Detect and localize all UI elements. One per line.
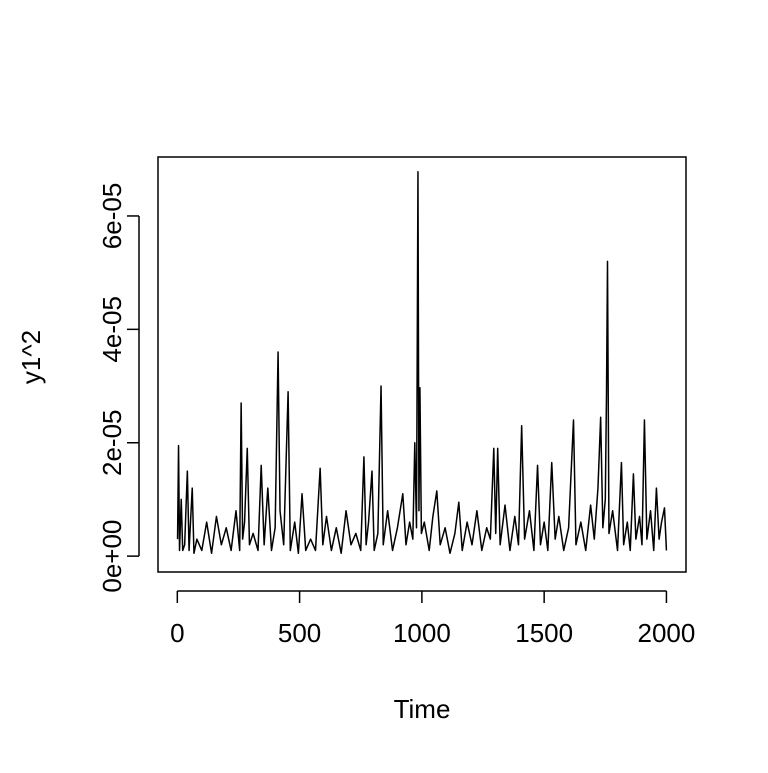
y-tick-label: 0e+00 [97, 520, 127, 593]
series-line [176, 170, 668, 555]
x-tick-label: 1000 [393, 618, 451, 648]
y-axis-label: y1^2 [16, 330, 46, 384]
y-tick-label: 4e-05 [97, 296, 127, 363]
x-tick-label: 0 [170, 618, 184, 648]
y-tick-label: 2e-05 [97, 409, 127, 476]
x-tick-label: 1500 [515, 618, 573, 648]
y-tick-label: 6e-05 [97, 183, 127, 250]
x-tick-label: 500 [278, 618, 321, 648]
plot-frame [157, 156, 687, 573]
x-tick-label: 2000 [638, 618, 696, 648]
x-axis-label: Time [394, 694, 451, 724]
